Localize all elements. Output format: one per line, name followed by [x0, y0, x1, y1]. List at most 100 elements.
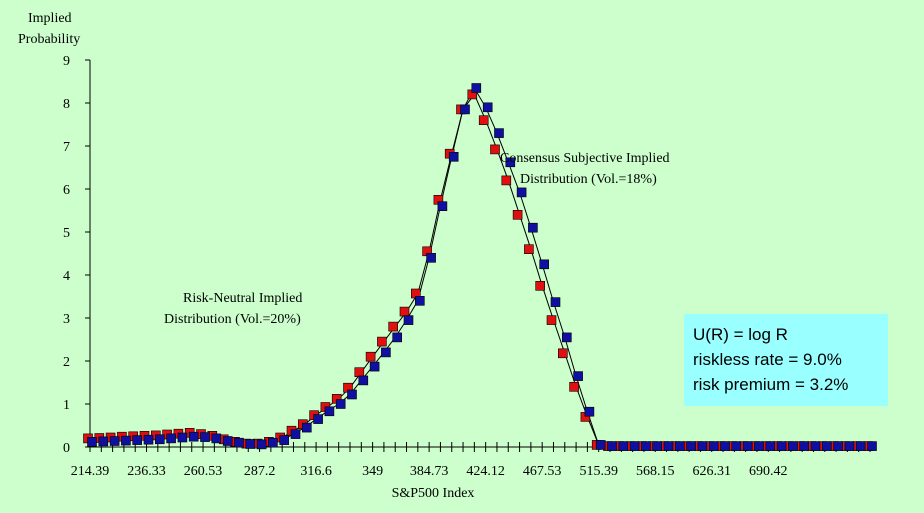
y-tick-label: 0: [63, 441, 70, 456]
data-point-subjective: [528, 222, 538, 233]
info-box-riskless-rate: riskless rate = 9.0%: [693, 350, 842, 369]
x-tick-label: 214.39: [71, 464, 110, 479]
data-point-subjective: [788, 441, 798, 451]
annotation-subjective-line2: Distribution (Vol.=18%): [520, 172, 657, 187]
annotation-risk-neutral-line1: Risk-Neutral Implied: [183, 291, 302, 306]
y-tick-label: 9: [63, 54, 70, 69]
data-point-subjective: [595, 440, 606, 450]
x-tick-label: 260.53: [184, 464, 223, 479]
data-point-subjective: [618, 441, 629, 451]
data-point-risk-neutral: [354, 367, 365, 378]
data-point-subjective: [550, 297, 561, 307]
x-tick-label: 568.15: [636, 464, 675, 479]
data-point-subjective: [494, 128, 504, 138]
data-point-subjective: [674, 441, 685, 451]
data-point-risk-neutral: [501, 175, 512, 186]
data-point-subjective: [742, 441, 753, 451]
data-point-subjective: [629, 441, 640, 451]
data-point-subjective: [731, 441, 742, 451]
x-tick-label: 515.39: [579, 464, 618, 479]
y-tick-label: 8: [63, 97, 70, 112]
data-point-subjective: [166, 433, 176, 444]
data-point-subjective: [776, 441, 787, 451]
data-point-subjective: [833, 441, 843, 451]
x-tick-label: 626.31: [692, 464, 731, 479]
data-point-subjective: [234, 437, 244, 448]
data-point-subjective: [313, 414, 323, 424]
data-point-subjective: [844, 441, 855, 451]
data-point-subjective: [561, 332, 572, 343]
info-box: [684, 314, 888, 406]
data-point-subjective: [245, 439, 256, 449]
data-point-risk-neutral: [569, 381, 579, 392]
data-point-subjective: [290, 429, 301, 439]
y-tick-label: 2: [63, 355, 70, 370]
data-point-subjective: [200, 432, 210, 442]
data-point-subjective: [471, 83, 482, 93]
data-point-subjective: [754, 441, 764, 451]
x-tick-label: 424.12: [466, 464, 505, 479]
info-box-risk-premium: risk premium = 3.2%: [693, 375, 848, 394]
data-point-subjective: [155, 434, 165, 445]
x-tick-label: 467.53: [523, 464, 562, 479]
data-point-subjective: [301, 422, 312, 433]
annotation-subjective-line1: Consensus Subjective Implied: [500, 151, 670, 166]
data-point-subjective: [381, 347, 391, 358]
data-point-subjective: [799, 441, 810, 451]
data-point-risk-neutral: [388, 321, 399, 332]
data-point-risk-neutral: [365, 351, 376, 362]
y-tick-label: 7: [63, 140, 70, 155]
data-point-subjective: [132, 435, 142, 445]
data-point-subjective: [855, 441, 866, 451]
y-tick-label: 1: [63, 398, 70, 413]
data-point-risk-neutral: [546, 315, 557, 325]
y-tick-label: 3: [63, 312, 70, 327]
data-point-subjective: [663, 441, 674, 451]
data-point-risk-neutral: [524, 244, 534, 254]
axes: 0 1 2 3 4 5 6 7 8 9 214.39 236.33 260.53 287.2 316.6 34…: [63, 54, 872, 479]
data-point-subjective: [211, 433, 222, 444]
y-axis-label-line1: Implied: [28, 11, 72, 26]
data-point-subjective: [652, 441, 663, 451]
data-point-subjective: [460, 104, 470, 115]
data-point-subjective: [821, 441, 832, 451]
data-point-subjective: [324, 406, 335, 417]
data-point-subjective: [810, 441, 821, 451]
data-point-subjective: [697, 441, 708, 451]
data-point-subjective: [256, 439, 267, 450]
x-axis-title: S&P500 Index: [392, 486, 475, 501]
x-tick-label: 384.73: [410, 464, 449, 479]
series-layer: [83, 83, 877, 451]
data-point-subjective: [437, 201, 448, 211]
data-point-subjective: [607, 441, 617, 451]
data-point-subjective: [516, 187, 527, 198]
x-tick-label: 690.42: [749, 464, 788, 479]
annotation-risk-neutral-line2: Distribution (Vol.=20%): [164, 312, 301, 327]
data-point-subjective: [584, 406, 595, 417]
data-point-risk-neutral: [478, 115, 489, 125]
y-tick-label: 6: [63, 183, 70, 198]
y-tick-label: 5: [63, 226, 70, 241]
data-point-subjective: [448, 152, 459, 162]
data-point-subjective: [414, 295, 425, 306]
data-point-subjective: [867, 441, 877, 451]
data-point-subjective: [347, 389, 357, 400]
info-box-utility: U(R) = log R: [693, 325, 788, 344]
y-axis-label-line2: Probability: [18, 32, 80, 47]
data-point-subjective: [177, 432, 188, 443]
data-point-subjective: [188, 431, 199, 442]
x-tick-label: 316.6: [300, 464, 332, 479]
x-tick-label: 349: [362, 464, 383, 479]
data-point-risk-neutral: [377, 336, 387, 347]
data-point-subjective: [482, 102, 493, 113]
x-tick-label: 287.2: [244, 464, 276, 479]
data-point-subjective: [335, 399, 346, 409]
data-point-subjective: [505, 157, 516, 168]
data-point-subjective: [539, 259, 550, 270]
data-point-subjective: [222, 436, 233, 446]
data-point-risk-neutral: [512, 210, 523, 220]
data-point-subjective: [573, 371, 583, 381]
